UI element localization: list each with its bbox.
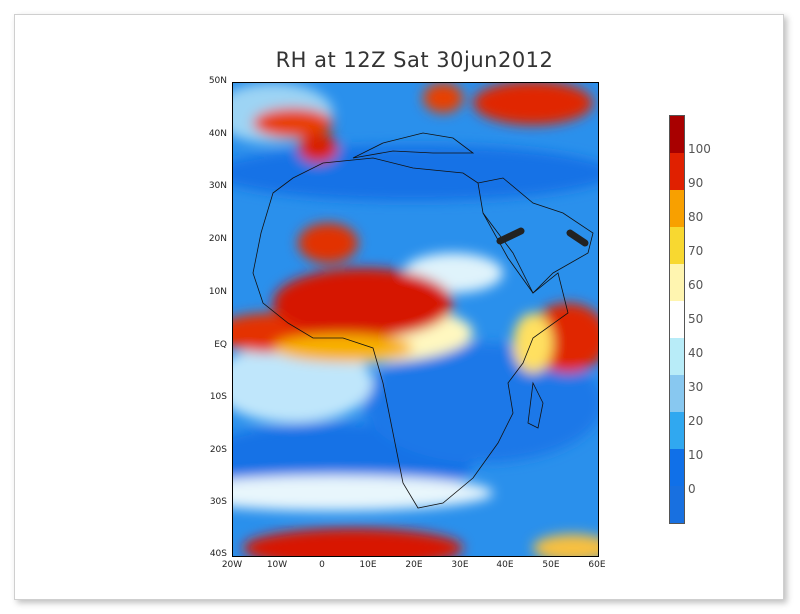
colorbar-segment — [670, 338, 684, 375]
lat-tick-label: 40S — [209, 549, 227, 559]
rh-map — [232, 82, 599, 557]
colorbar-label: 40 — [688, 346, 704, 360]
colorbar-label: 0 — [688, 482, 696, 496]
colorbar-segment — [670, 301, 684, 338]
rh-wet-region — [513, 313, 553, 373]
lat-tick-label: 30N — [208, 181, 227, 191]
lon-tick-label: 40E — [496, 560, 514, 570]
lon-tick-label: 30E — [451, 560, 469, 570]
lon-tick-label: 20E — [405, 560, 423, 570]
colorbar-segment — [670, 153, 684, 190]
colorbar-label: 60 — [688, 278, 704, 292]
lon-tick-label: 50E — [542, 560, 560, 570]
lon-tick-label: 60E — [588, 560, 606, 570]
colorbar-label: 10 — [688, 448, 704, 462]
colorbar-segment — [670, 227, 684, 264]
colorbar-label: 70 — [688, 244, 704, 258]
colorbar-label: 50 — [688, 312, 704, 326]
rh-wet-region — [273, 334, 413, 362]
colorbar-segment — [670, 412, 684, 449]
lat-tick-label: 10S — [209, 392, 227, 402]
lat-tick-label: 50N — [208, 76, 227, 86]
lat-tick-label: 20S — [209, 445, 227, 455]
rh-wet-region — [273, 268, 453, 338]
rh-wet-region — [243, 528, 463, 556]
colorbar-label: 80 — [688, 210, 704, 224]
lon-tick-label: 20W — [221, 560, 243, 570]
colorbar — [669, 115, 685, 524]
rh-moist-region — [233, 475, 493, 511]
rh-dry-region — [363, 343, 598, 463]
rh-wet-region — [298, 133, 338, 163]
lon-tick-label: 10E — [359, 560, 377, 570]
rh-wet-region — [533, 534, 598, 556]
colorbar-label: 20 — [688, 414, 704, 428]
rh-wet-region — [298, 223, 358, 263]
lat-tick-label: 20N — [208, 234, 227, 244]
colorbar-label: 30 — [688, 380, 704, 394]
colorbar-segment — [670, 116, 684, 153]
lat-tick-label: EQ — [214, 340, 227, 350]
dry-contour-marks — [496, 227, 589, 247]
colorbar-segment — [670, 449, 684, 486]
rh-wet-region — [473, 83, 593, 125]
rh-dry-region — [233, 145, 598, 201]
colorbar-label: 90 — [688, 176, 704, 190]
rh-wet-region — [253, 108, 333, 138]
rh-wet-region — [423, 83, 463, 113]
colorbar-segment — [670, 486, 684, 523]
colorbar-segment — [670, 375, 684, 412]
lon-tick-label: 0 — [319, 560, 325, 570]
lon-tick-label: 10W — [266, 560, 288, 570]
lat-tick-label: 10N — [208, 287, 227, 297]
colorbar-segment — [670, 264, 684, 301]
map-title: RH at 12Z Sat 30jun2012 — [275, 48, 554, 72]
colorbar-label: 100 — [688, 142, 711, 156]
colorbar-segment — [670, 190, 684, 227]
coastlines — [252, 132, 594, 509]
lat-tick-label: 40N — [208, 129, 227, 139]
lat-tick-label: 30S — [209, 497, 227, 507]
rh-moist-region — [233, 343, 373, 423]
